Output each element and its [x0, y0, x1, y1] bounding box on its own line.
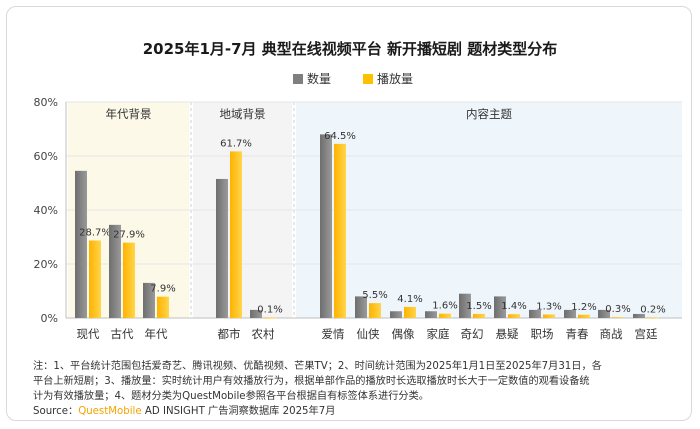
legend-swatch-count — [293, 74, 303, 84]
bar-count-6 — [355, 296, 367, 318]
data-label-plays-7: 4.1% — [397, 294, 422, 305]
x-tick-label-4: 农村 — [252, 327, 275, 341]
data-label-plays-8: 1.6% — [432, 301, 457, 312]
y-tick-label-1: 20% — [34, 258, 58, 271]
footer-notes: 注：1、平台统计范围包括爱奇艺、腾讯视频、优酷视频、芒果TV；2、时间统计范围为… — [33, 359, 673, 419]
x-tick-label-3: 都市 — [218, 327, 241, 341]
source-brand: QuestMobile — [78, 406, 142, 417]
source-prefix: Source： — [33, 406, 79, 417]
bar-count-10 — [494, 296, 506, 318]
x-tick-label-7: 偶像 — [392, 327, 415, 341]
bar-plays-10 — [508, 314, 520, 318]
bar-count-13 — [598, 309, 610, 318]
data-label-plays-11: 1.3% — [536, 301, 561, 312]
bar-plays-12 — [578, 314, 590, 318]
bar-plays-0 — [89, 240, 101, 318]
x-tick-label-1: 古代 — [111, 327, 134, 341]
data-label-plays-1: 27.9% — [113, 230, 145, 241]
legend-swatch-plays — [363, 74, 373, 84]
footer-note-line-3: 计为有效播放量；4、题材分类为QuestMobile参照各平台根据自有标签体系进… — [33, 391, 429, 402]
bar-plays-4 — [264, 317, 276, 319]
chart-legend: 数量 播放量 — [0, 70, 700, 86]
bar-plays-14 — [647, 317, 659, 319]
bar-plays-3 — [230, 151, 242, 318]
legend-item-plays: 播放量 — [363, 70, 413, 87]
x-tick-label-8: 家庭 — [427, 327, 450, 341]
bar-count-9 — [459, 293, 471, 318]
group-label-2: 内容主题 — [466, 107, 512, 121]
y-tick-label-4: 80% — [34, 96, 58, 109]
bar-count-1 — [109, 224, 121, 318]
y-tick-label-2: 40% — [34, 204, 58, 217]
x-tick-label-6: 仙侠 — [357, 327, 380, 341]
y-tick-label-3: 60% — [34, 150, 58, 163]
bar-count-11 — [529, 309, 541, 318]
x-tick-label-5: 爱情 — [322, 327, 345, 341]
bar-plays-13 — [612, 317, 624, 318]
bar-count-8 — [425, 311, 437, 318]
data-label-plays-4: 0.1% — [257, 305, 282, 316]
source-rest: AD INSIGHT 广告洞察数据库 2025年7月 — [141, 406, 336, 417]
legend-label-plays: 播放量 — [377, 72, 414, 86]
data-label-plays-0: 28.7% — [79, 228, 111, 239]
bar-count-5 — [320, 134, 332, 318]
group-label-0: 年代背景 — [106, 107, 152, 121]
data-label-plays-6: 5.5% — [362, 290, 387, 301]
data-label-plays-2: 7.9% — [150, 284, 175, 295]
bar-count-4 — [250, 309, 262, 318]
data-label-plays-3: 61.7% — [220, 138, 252, 149]
footer-source: Source：QuestMobile AD INSIGHT 广告洞察数据库 20… — [33, 404, 673, 419]
legend-label-count: 数量 — [307, 72, 332, 86]
x-tick-label-2: 年代 — [145, 327, 168, 341]
x-tick-label-13: 商战 — [600, 327, 623, 341]
bar-count-14 — [633, 313, 645, 318]
bar-plays-1 — [123, 242, 135, 318]
bar-plays-2 — [157, 296, 169, 318]
y-tick-label-0: 0% — [41, 312, 58, 325]
x-tick-label-11: 职场 — [531, 327, 554, 341]
bar-plays-9 — [473, 313, 485, 318]
group-label-1: 地域背景 — [220, 107, 266, 121]
bar-plays-6 — [369, 303, 381, 318]
x-tick-label-0: 现代 — [77, 327, 100, 341]
bar-count-0 — [75, 170, 87, 318]
bar-plays-7 — [404, 306, 416, 318]
footer-note-line-2: 平台上新短剧；3、播放量：实时统计用户有效播放行为，根据单部作品的播放时长选取播… — [33, 376, 590, 387]
x-tick-label-14: 宫廷 — [635, 327, 658, 341]
data-label-plays-12: 1.2% — [571, 302, 596, 313]
bar-count-7 — [390, 311, 402, 318]
x-tick-label-10: 悬疑 — [496, 327, 519, 341]
bar-count-12 — [564, 309, 576, 318]
legend-item-count: 数量 — [293, 70, 331, 87]
x-tick-label-9: 奇幻 — [461, 327, 484, 341]
bar-plays-5 — [334, 143, 346, 318]
chart-title: 2025年1月-7月 典型在线视频平台 新开播短剧 题材类型分布 — [142, 40, 558, 58]
bar-count-2 — [143, 282, 155, 318]
data-label-plays-10: 1.4% — [501, 301, 526, 312]
bar-plays-8 — [439, 313, 451, 318]
bar-count-3 — [216, 178, 228, 318]
data-label-plays-14: 0.2% — [640, 304, 665, 315]
x-tick-label-12: 青春 — [566, 327, 589, 341]
data-label-plays-5: 64.5% — [324, 131, 356, 142]
footer-note-line-1: 注：1、平台统计范围包括爱奇艺、腾讯视频、优酷视频、芒果TV；2、时间统计范围为… — [33, 361, 602, 372]
bar-plays-11 — [543, 314, 555, 318]
data-label-plays-13: 0.3% — [605, 304, 630, 315]
data-label-plays-9: 1.5% — [466, 301, 491, 312]
